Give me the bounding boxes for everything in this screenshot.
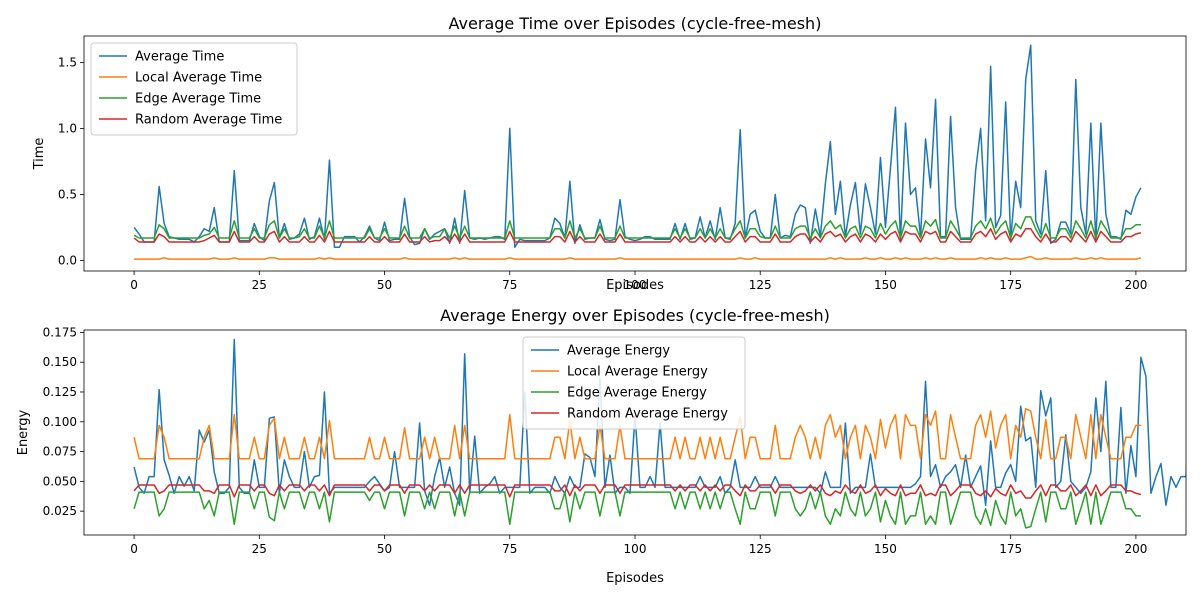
- legend-label: Average Time: [135, 50, 224, 65]
- y-axis-label: Time: [32, 138, 47, 171]
- y-tick-label: 0.025: [43, 504, 77, 518]
- legend-label: Local Average Time: [135, 71, 262, 86]
- legend-box: [522, 336, 746, 430]
- legend-label: Local Average Energy: [567, 365, 708, 380]
- energy-chart: Average Energy over Episodes (cycle-free…: [16, 306, 1187, 586]
- x-tick-label: 75: [502, 542, 517, 556]
- plot-area: [133, 338, 1186, 529]
- y-tick-label: 0.125: [43, 385, 77, 399]
- series-line-edge-average-energy: [133, 491, 1141, 529]
- series-line-average-time: [133, 44, 1142, 248]
- x-axis-label: Episodes: [606, 278, 664, 293]
- series-line-edge-average-time: [133, 216, 1141, 239]
- x-tick-label: 25: [252, 542, 267, 556]
- y-axis-label: Energy: [16, 409, 31, 455]
- y-tick-label: 0.5: [58, 187, 77, 201]
- y-tick-label: 0.150: [43, 355, 77, 369]
- x-tick-label: 125: [749, 278, 772, 292]
- series-line-local-average-energy: [133, 407, 1141, 460]
- x-tick-label: 25: [252, 278, 267, 292]
- y-tick-label: 0.175: [43, 325, 77, 339]
- x-axis-label: Episodes: [606, 571, 664, 586]
- x-tick-label: 125: [749, 542, 772, 556]
- y-tick-label: 0.0: [58, 253, 77, 267]
- chart-title: Average Energy over Episodes (cycle-free…: [440, 306, 830, 325]
- chart-title: Average Time over Episodes (cycle-free-m…: [449, 14, 822, 33]
- y-tick-label: 1.5: [58, 55, 77, 69]
- x-tick-label: 150: [874, 278, 897, 292]
- x-tick-label: 200: [1124, 542, 1147, 556]
- legend-box: [90, 42, 298, 136]
- y-tick-label: 0.100: [43, 415, 77, 429]
- legend-label: Edge Average Time: [135, 92, 261, 107]
- y-tick-label: 1.0: [58, 121, 77, 135]
- series-line-random-average-time: [133, 228, 1142, 243]
- x-tick-label: 0: [130, 542, 138, 556]
- legend-label: Average Energy: [567, 344, 670, 359]
- series-line-local-average-time: [134, 255, 1142, 260]
- x-tick-label: 175: [999, 542, 1022, 556]
- x-tick-label: 150: [874, 542, 897, 556]
- x-tick-label: 50: [377, 542, 392, 556]
- legend: Average Time Local Average Time Edge Avera…: [90, 42, 298, 136]
- x-tick-label: 175: [999, 278, 1022, 292]
- y-tick-label: 0.075: [43, 445, 77, 459]
- x-tick-label: 100: [624, 278, 647, 292]
- legend-label: Edge Average Energy: [567, 386, 707, 401]
- x-tick-label: 75: [502, 278, 517, 292]
- x-tick-label: 100: [624, 542, 647, 556]
- x-tick-label: 0: [130, 278, 138, 292]
- plot-area: [133, 44, 1142, 260]
- time-chart: Average Time over Episodes (cycle-free-m…: [32, 14, 1187, 293]
- legend-label: Random Average Energy: [567, 407, 728, 422]
- legend: Average Energy Local Average Energy Edge A…: [522, 336, 746, 430]
- x-tick-label: 50: [377, 278, 392, 292]
- x-tick-label: 200: [1124, 278, 1147, 292]
- legend-label: Random Average Time: [135, 113, 282, 128]
- y-tick-label: 0.050: [43, 474, 77, 488]
- series-line-random-average-energy: [133, 484, 1142, 499]
